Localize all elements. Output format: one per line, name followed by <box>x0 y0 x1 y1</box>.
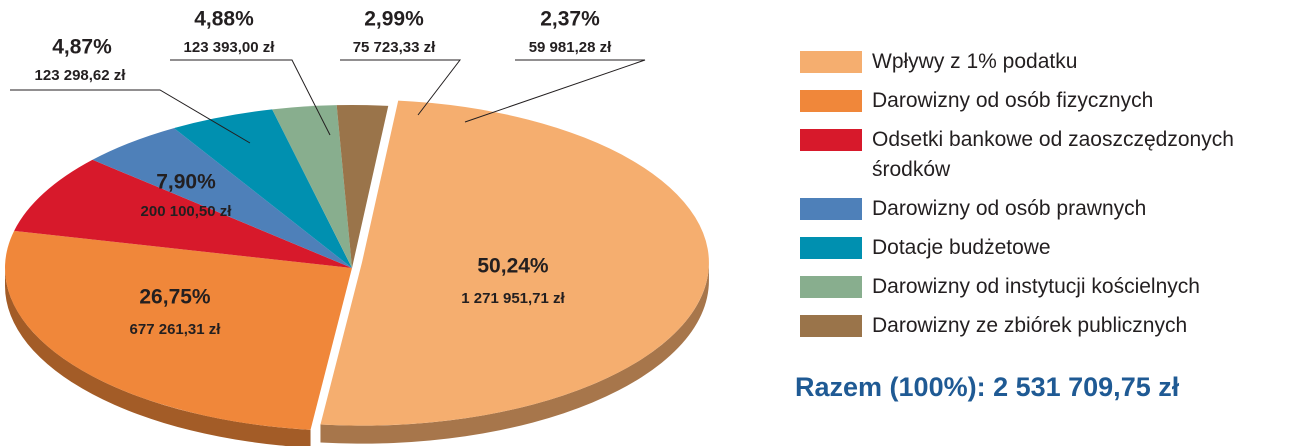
legend-item: Dotacje budżetowe <box>800 233 1295 263</box>
amount-label: 75 723,33 zł <box>353 39 436 56</box>
legend-item: Darowizny od osób prawnych <box>800 194 1295 224</box>
amount-label: 59 981,28 zł <box>529 39 612 56</box>
legend-swatch <box>800 237 862 259</box>
legend-item: Darowizny od osób fizycznych <box>800 86 1295 116</box>
chart: 50,24% 1 271 951,71 zł 26,75% 677 261,31 zł… <box>5 8 709 446</box>
legend-swatch <box>800 198 862 220</box>
legend-swatch <box>800 90 862 112</box>
legend-swatch <box>800 276 862 298</box>
legend-label: Darowizny ze zbiórek publicznych <box>872 314 1188 337</box>
legend-swatch <box>800 129 862 151</box>
slice <box>336 104 389 268</box>
amount-label: 200 100,50 zł <box>141 203 233 220</box>
amount-label: 123 298,62 zł <box>35 67 127 84</box>
amount-label: 677 261,31 zł <box>130 321 222 338</box>
slice <box>272 105 352 268</box>
total-label: Razem (100%): 2 531 709,75 zł <box>795 372 1180 402</box>
amount-label: 123 393,00 zł <box>184 39 276 56</box>
percent-label: 4,87% <box>52 36 112 59</box>
percent-label: 2,37% <box>540 8 600 31</box>
legend-item: Wpływy z 1% podatku <box>800 47 1295 77</box>
leader-line <box>464 59 646 123</box>
legend-label: Dotacje budżetowe <box>872 236 1051 259</box>
slice <box>320 100 709 426</box>
percent-label: 50,24% <box>477 255 549 278</box>
percent-label: 26,75% <box>139 286 211 309</box>
slice <box>92 128 352 268</box>
legend-item: Darowizny od instytucji kościelnych <box>800 272 1295 302</box>
slice <box>173 109 352 268</box>
legend-label: Wpływy z 1% podatku <box>872 50 1078 73</box>
legend-label: Darowizny od osób prawnych <box>872 197 1147 220</box>
legend-item: Darowizny ze zbiórek publicznych <box>800 311 1295 341</box>
legend-swatch <box>800 51 862 73</box>
legend-label: Darowizny od osób fizycznych <box>872 89 1154 112</box>
slice-side <box>5 268 311 446</box>
percent-label: 2,99% <box>364 8 424 31</box>
legend: Wpływy z 1% podatku Darowizny od osób fiz… <box>800 47 1295 350</box>
percent-label: 4,88% <box>194 8 254 31</box>
legend-swatch <box>800 315 862 337</box>
legend-label: Darowizny od instytucji kościelnych <box>872 275 1200 298</box>
percent-label: 7,90% <box>156 171 216 194</box>
slice <box>5 230 352 430</box>
leader-line <box>10 89 251 144</box>
leader-line <box>340 59 462 116</box>
legend-item: Odsetki bankowe od zaoszczędzonych środk… <box>800 125 1295 185</box>
amount-label: 1 271 951,71 zł <box>461 290 565 307</box>
leader-line <box>170 59 331 136</box>
slice <box>14 159 352 268</box>
legend-label: Odsetki bankowe od zaoszczędzonych środk… <box>872 128 1234 181</box>
